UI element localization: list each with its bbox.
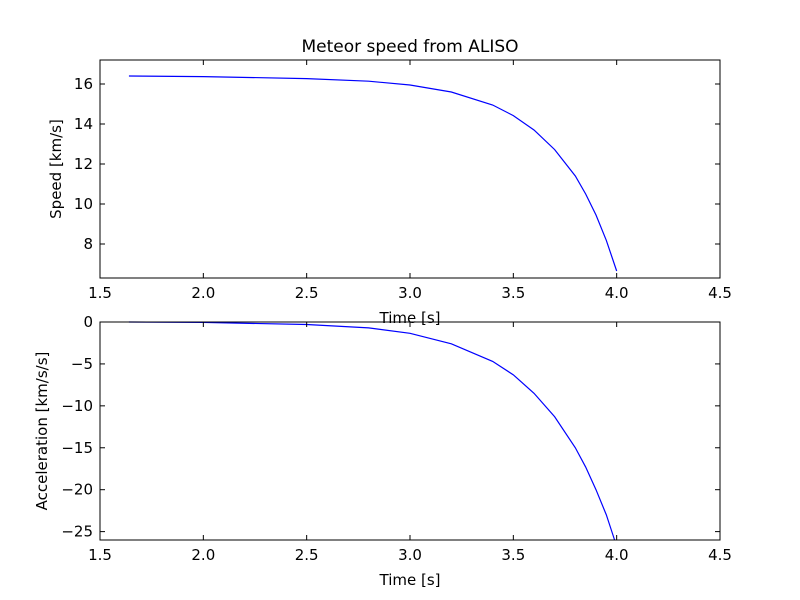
panel-1-x-tick-label: 3.0 (398, 284, 422, 302)
panel-1-x-tick-label: 2.5 (295, 284, 319, 302)
panel-2-x-tick-label: 3.5 (501, 546, 525, 564)
panel-2-y-tick-label: −15 (61, 439, 93, 457)
panel-2-y-axis-label: Acceleration [km/s/s] (33, 352, 51, 511)
panel-2-x-tick-label: 4.5 (708, 546, 732, 564)
panel-2-series-line-1 (128, 321, 616, 541)
panel-1-y-tick-label: 10 (74, 195, 93, 213)
panel-2-x-tick-label: 2.0 (191, 546, 215, 564)
panel-2-y-tick-label: −20 (61, 481, 93, 499)
panel-2-x-axis-label: Time [s] (379, 571, 441, 589)
panel-1-y-tick-label: 14 (74, 115, 93, 133)
panel-1-x-tick-label: 4.0 (605, 284, 629, 302)
panel-1-x-tick-label: 4.5 (708, 284, 732, 302)
panel-1-chart-title: Meteor speed from ALISO (301, 37, 518, 57)
panel-2-y-tick-label: −5 (71, 355, 93, 373)
panel-1-x-tick-label: 3.5 (501, 284, 525, 302)
panel-1-x-tick-label: 2.0 (191, 284, 215, 302)
panel-1-x-tick-label: 1.5 (88, 284, 112, 302)
panel-2-y-tick-label: −10 (61, 397, 93, 415)
panel-2-plot-frame (99, 321, 721, 541)
panel-2-x-tick-label: 4.0 (605, 546, 629, 564)
panel-2-x-tick-label: 3.0 (398, 546, 422, 564)
panel-1-series-line-1 (128, 75, 618, 272)
panel-1-y-tick-label: 12 (74, 155, 93, 173)
panel-1-y-axis-label: Speed [km/s] (47, 119, 65, 219)
panel-1-y-tick-label: 8 (83, 235, 93, 253)
panel-2-x-tick-label: 2.5 (295, 546, 319, 564)
panel-2-x-tick-label: 1.5 (88, 546, 112, 564)
panel-1-plot-frame (99, 59, 721, 279)
panel-2-y-tick-label: −25 (61, 523, 93, 541)
panel-2-y-tick-label: 0 (83, 313, 93, 331)
panel-1-y-tick-label: 16 (74, 75, 93, 93)
